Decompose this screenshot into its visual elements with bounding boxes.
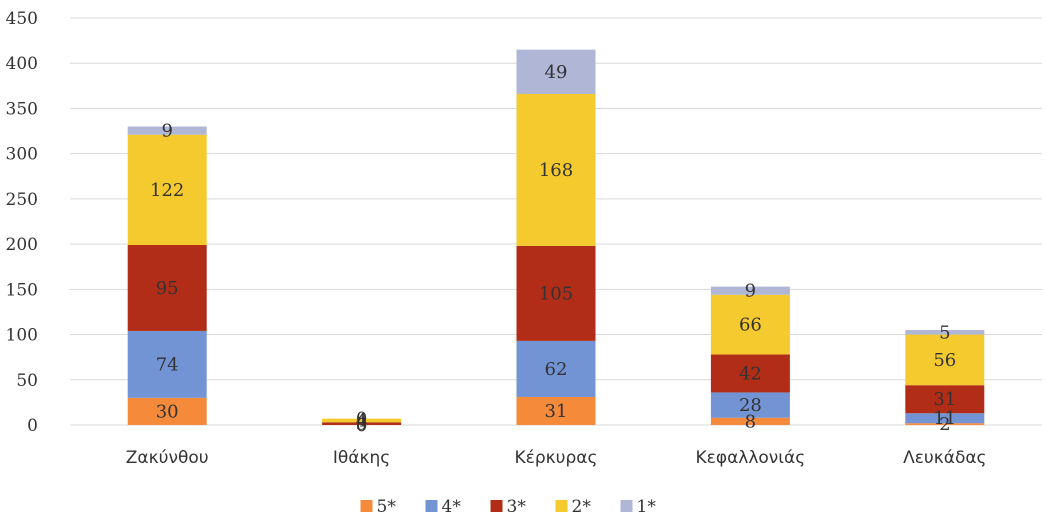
- legend-swatch: [620, 500, 633, 512]
- x-tick-label: Κέρκυρας: [515, 448, 598, 468]
- bar-segment: [516, 396, 596, 425]
- bar-segment: [516, 245, 596, 341]
- data-label: 9: [161, 121, 172, 142]
- legend-label: 1*: [637, 497, 657, 517]
- data-label: 3: [356, 414, 367, 435]
- y-tick-label: 300: [6, 145, 38, 165]
- legend-label: 4*: [442, 497, 462, 517]
- bar-segment: [322, 418, 402, 423]
- bar-segment: [905, 330, 985, 335]
- bar-segment: [127, 126, 207, 135]
- bar-segment: [127, 397, 207, 425]
- data-label: 62: [545, 359, 568, 380]
- data-label: 8: [745, 411, 756, 432]
- y-axis-ticks: 0 50 100 150 200 250 300 350 400 450: [6, 9, 38, 436]
- legend-swatch: [555, 500, 568, 512]
- bar-segment: [710, 392, 790, 418]
- data-label: 56: [933, 350, 956, 371]
- data-label: 42: [739, 363, 762, 384]
- bar-segment: [127, 134, 207, 246]
- legend-swatch: [425, 500, 438, 512]
- data-label: 30: [156, 401, 179, 422]
- legend-swatch: [360, 500, 373, 512]
- bar-segment: [905, 385, 985, 414]
- y-tick-label: 250: [6, 190, 38, 210]
- y-tick-label: 400: [6, 54, 38, 74]
- data-label: 122: [150, 180, 184, 201]
- bar-segment: [905, 423, 985, 425]
- data-label: 9: [745, 281, 756, 302]
- legend-swatch: [490, 500, 503, 512]
- bar-segment: [710, 417, 790, 425]
- bar-segment: [905, 413, 985, 424]
- bar-segment: [710, 294, 790, 355]
- bar-segment: [322, 422, 402, 425]
- y-tick-label: 100: [6, 326, 38, 346]
- data-label: 0: [356, 415, 367, 436]
- bar-segment: [710, 286, 790, 295]
- bar-segment: [127, 330, 207, 398]
- data-label: 31: [545, 401, 568, 422]
- data-label: 0: [356, 415, 367, 436]
- data-label: 74: [156, 354, 179, 375]
- data-label: 28: [739, 395, 762, 416]
- x-tick-label: Ζακύνθου: [126, 448, 209, 468]
- data-label: 105: [539, 283, 573, 304]
- bar-segment: [516, 49, 596, 94]
- data-label: 11: [933, 408, 956, 429]
- data-label: 66: [739, 315, 762, 336]
- legend-label: 3*: [507, 497, 527, 517]
- legend-label: 2*: [572, 497, 592, 517]
- bar-segment: [516, 93, 596, 246]
- data-label: 168: [539, 160, 573, 181]
- x-tick-label: Λευκάδας: [903, 448, 986, 468]
- x-axis-ticks: Ζακύνθου Ιθάκης Κέρκυρας Κεφαλλονιάς Λευκάδα…: [126, 448, 987, 468]
- y-tick-label: 0: [27, 416, 38, 436]
- y-tick-label: 150: [6, 280, 38, 300]
- y-tick-label: 50: [16, 371, 38, 391]
- data-label: 0: [356, 409, 367, 430]
- bar-segment: [710, 354, 790, 393]
- bar-segment: [127, 245, 207, 331]
- data-label: 49: [545, 62, 568, 83]
- x-tick-label: Κεφαλλονιάς: [696, 448, 806, 468]
- data-label: 95: [156, 278, 179, 299]
- data-label: 5: [939, 322, 950, 343]
- y-tick-label: 350: [6, 99, 38, 119]
- bars: [127, 49, 985, 425]
- data-label: 2: [939, 414, 950, 435]
- legend-label: 5*: [377, 497, 397, 517]
- bar-segment: [905, 334, 985, 386]
- y-tick-label: 450: [6, 9, 38, 29]
- x-tick-label: Ιθάκης: [333, 448, 390, 468]
- data-label: 4: [356, 410, 367, 431]
- bar-segment: [516, 340, 596, 397]
- data-label: 31: [933, 389, 956, 410]
- legend: 5* 4* 3* 2* 1*: [360, 497, 657, 517]
- y-tick-label: 200: [6, 235, 38, 255]
